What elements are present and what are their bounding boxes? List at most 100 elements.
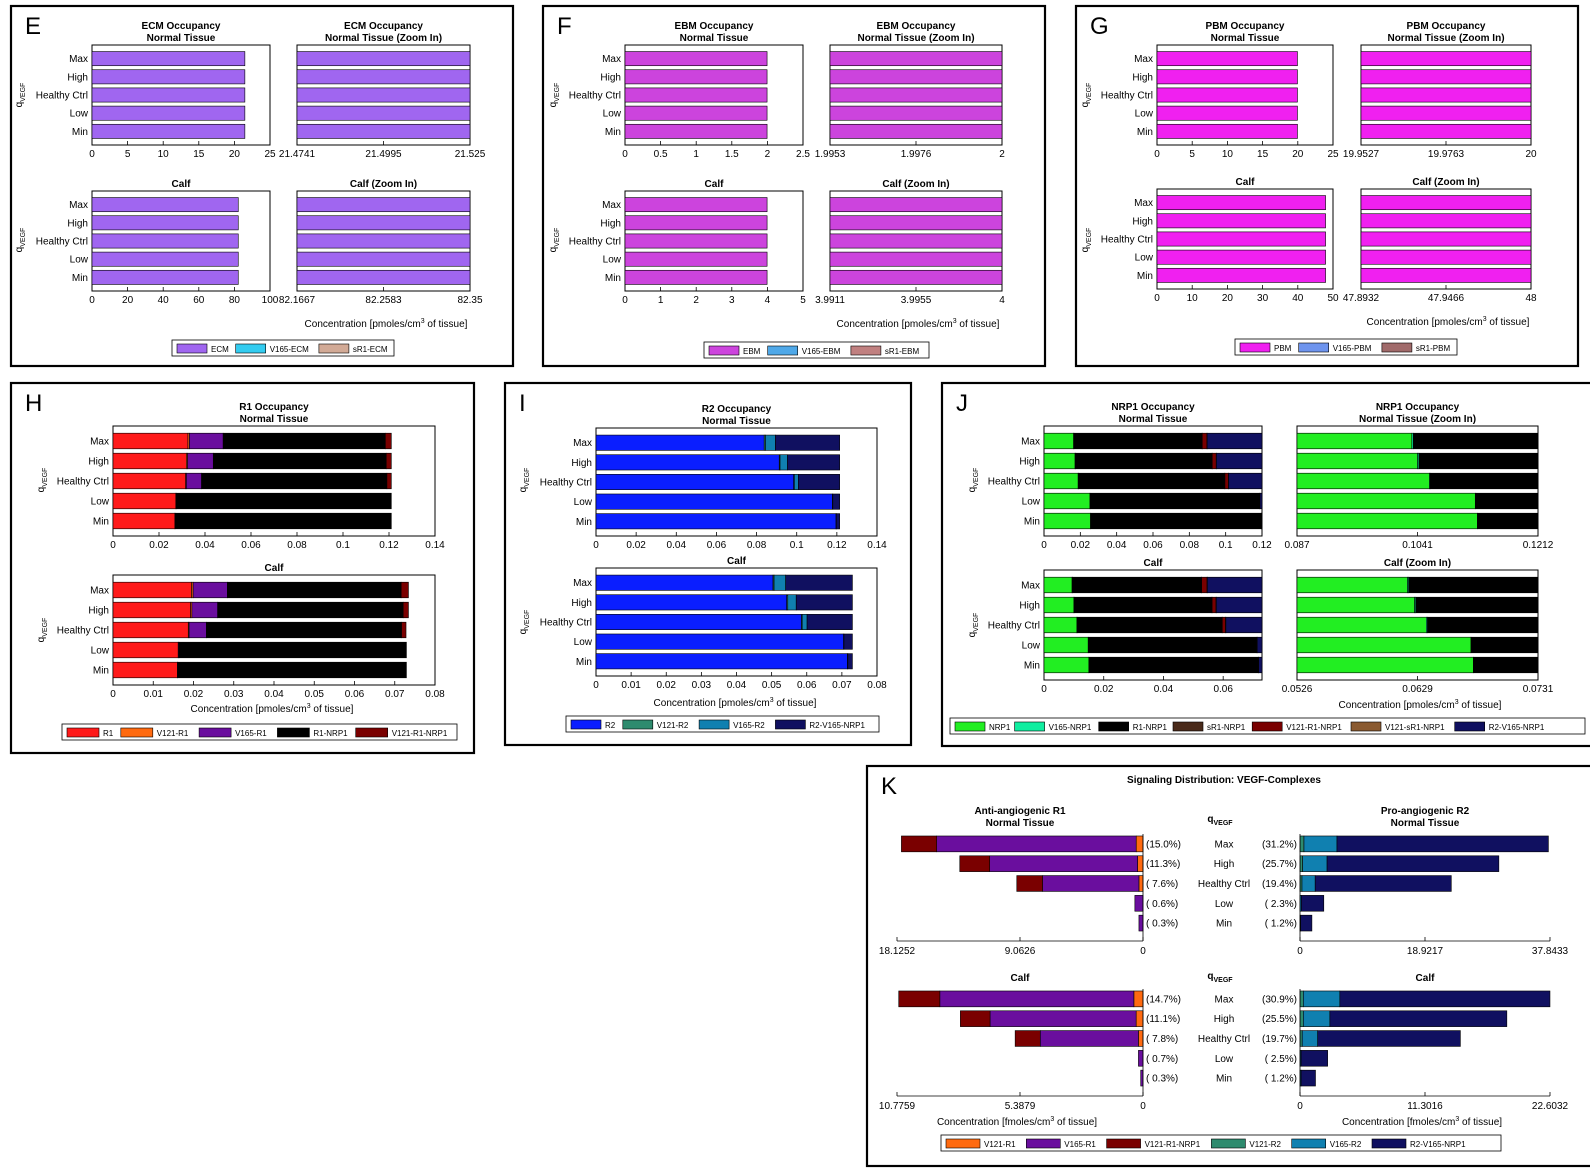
j-normal-category-label-min: Min bbox=[1024, 517, 1040, 528]
k-r1-normal-bar-v121-r1-max bbox=[1135, 835, 1144, 853]
j-normal-bar-r2-v165-nrp1-healthy-ctrl bbox=[1228, 472, 1263, 490]
k-r2-normal-bar-v165-r2-high bbox=[1302, 855, 1328, 872]
h-normal: Max High Healthy Ctrl Low Min 0 0.02 0.04 0.06 0.… bbox=[57, 402, 445, 551]
h-calf-bar-r1-max bbox=[112, 581, 192, 599]
i-calf-category-label-low: Low bbox=[574, 637, 593, 648]
g-calf-category-label-min: Min bbox=[1137, 271, 1153, 282]
g-normal-zoom-x-tick-label: 19.9763 bbox=[1428, 149, 1465, 160]
k-r1-normal-percent-high: (11.3%) bbox=[1146, 859, 1180, 870]
k-r1-normal-bar-v165-r1-high bbox=[989, 855, 1138, 872]
legend-label-r1: R1 bbox=[103, 729, 114, 738]
h-normal-bar-r1-nrp1-high bbox=[212, 452, 387, 470]
i-calf-x-tick-label: 0.04 bbox=[727, 680, 747, 691]
legend-swatch-ebm bbox=[708, 345, 740, 356]
i-calf-title: Calf bbox=[727, 556, 747, 567]
j-normal-bar-nrp1-healthy-ctrl bbox=[1043, 472, 1079, 490]
i-calf-bar-r2-v165-nrp1-healthy-ctrl bbox=[806, 614, 853, 630]
j-calf-x-tick-label: 0.06 bbox=[1213, 684, 1233, 695]
k-r1-normal-bar-v121-r1-healthy-ctrl bbox=[1138, 875, 1144, 892]
h-calf-x-tick-label: 0.02 bbox=[184, 689, 204, 700]
f-normal-bar-ebm-min bbox=[624, 123, 768, 139]
e-normal-bar-ecm-healthy-ctrl bbox=[91, 87, 246, 103]
legend-swatch-v165-nrp1 bbox=[1014, 721, 1045, 732]
i-normal-bar-r2-min bbox=[595, 513, 837, 530]
h-calf-category-label-high: High bbox=[88, 606, 109, 617]
j-normal-zoom-bar-r1-nrp1-max bbox=[1412, 432, 1539, 450]
e-calf-x-tick-label: 100 bbox=[262, 295, 279, 306]
legend-label-v165-ecm: V165-ECM bbox=[270, 345, 309, 354]
f-calf-category-label-min: Min bbox=[605, 273, 621, 284]
legend-swatch-sr1-nrp1 bbox=[1172, 721, 1204, 732]
j-calf-category-label-high: High bbox=[1019, 601, 1040, 612]
j-normal-zoom-bar-nrp1-min bbox=[1296, 512, 1478, 530]
j-calf-zoom-x-tick-label: 0.0629 bbox=[1402, 684, 1433, 695]
h-calf-y-axis-label: qVEGF bbox=[36, 618, 49, 643]
f-calf-x-tick-label: 3 bbox=[729, 295, 735, 306]
i-calf-x-tick-label: 0 bbox=[593, 680, 599, 691]
g-calf-title: Calf bbox=[1236, 177, 1256, 188]
e-normal-zoom-x-tick-label: 21.4995 bbox=[365, 149, 402, 160]
i-x-axis-label: Concentration [pmoles/cm3 of tissue] bbox=[654, 697, 817, 709]
j-normal-bar-nrp1-max bbox=[1043, 432, 1074, 450]
f-normal-x-tick-label: 0 bbox=[622, 149, 628, 160]
f-normal-y-axis-label: qVEGF bbox=[548, 83, 561, 108]
k-r1-normal-bar-v165-r1-min bbox=[1138, 914, 1144, 932]
j-calf-category-label-min: Min bbox=[1024, 661, 1040, 672]
g-calf-zoom-bar-pbm-low bbox=[1360, 249, 1532, 265]
j-normal-x-tick-label: 0.02 bbox=[1071, 540, 1091, 551]
legend-label-v121-r1-nrp1: V121-R1-NRP1 bbox=[1286, 723, 1342, 732]
f-calf-x-tick-label: 5 bbox=[800, 295, 806, 306]
j-calf-zoom-bar-r1-nrp1-low bbox=[1470, 636, 1539, 654]
legend-swatch-v121-r1-nrp1 bbox=[1251, 721, 1283, 732]
panel-e-frame bbox=[9, 4, 515, 368]
f-normal-category-label-low: Low bbox=[603, 109, 622, 120]
j-calf-category-label-max: Max bbox=[1021, 581, 1040, 592]
j-calf-bar-nrp1-healthy-ctrl bbox=[1043, 616, 1078, 634]
k-r2-normal-bar-v165-r2-healthy-ctrl bbox=[1301, 875, 1316, 892]
g-calf-zoom-bar-pbm-max bbox=[1360, 195, 1532, 211]
g-normal-x-tick-label: 25 bbox=[1327, 149, 1339, 160]
k-r1-calf-percent-high: (11.1%) bbox=[1146, 1014, 1180, 1025]
k-r2-calf-percent-healthy-ctrl: (19.7%) bbox=[1262, 1034, 1297, 1045]
e-calf-title: Calf bbox=[172, 179, 192, 190]
k-r2-calf-category-low: Low bbox=[1215, 1054, 1234, 1065]
h-calf-category-label-max: Max bbox=[90, 586, 109, 597]
j-calf-zoom-bar-nrp1-high bbox=[1296, 596, 1415, 614]
j-calf-zoom-x-tick-label: 0.0526 bbox=[1282, 684, 1313, 695]
e-normal-x-tick-label: 20 bbox=[229, 149, 241, 160]
e-normal-category-label-healthy-ctrl: Healthy Ctrl bbox=[36, 91, 88, 102]
j-calf-bar-v121-r1-nrp1-max bbox=[1201, 576, 1208, 594]
g-normal-bar-pbm-min bbox=[1156, 123, 1298, 139]
k-r2-normal-bar-r2-v165-nrp1-low bbox=[1301, 895, 1325, 912]
g-normal-x-tick-label: 20 bbox=[1292, 149, 1304, 160]
k-r2-normal: (31.2%) Max (25.7%) High (19.4%) Healthy Ctrl… bbox=[1198, 806, 1569, 957]
k-r1-calf-bar-v121-r1-nrp1-healthy-ctrl bbox=[1014, 1030, 1041, 1047]
e-calf-zoom: 82.1667 82.2583 82.35 Calf (Zoom In) bbox=[279, 179, 483, 306]
f-calf-category-label-max: Max bbox=[602, 200, 621, 211]
k-r1-normal-bar-v165-r1-max bbox=[936, 835, 1137, 853]
i-normal-bar-r2-v165-nrp1-low bbox=[832, 493, 840, 510]
f-calf-y-axis-label: qVEGF bbox=[548, 228, 561, 253]
panel-g-letter: G bbox=[1090, 13, 1109, 40]
j-normal-zoom-bar-r1-nrp1-healthy-ctrl bbox=[1429, 472, 1539, 490]
i-normal-category-label-healthy-ctrl: Healthy Ctrl bbox=[540, 478, 592, 489]
k-r1-calf-percent-low: ( 0.7%) bbox=[1146, 1054, 1178, 1065]
j-calf-bar-v121-r1-nrp1-high bbox=[1211, 596, 1217, 614]
k-r2-normal-subtitle: Normal Tissue bbox=[1391, 818, 1460, 829]
g-normal-subtitle: Normal Tissue bbox=[1211, 33, 1280, 44]
j-calf-bar-r2-v165-nrp1-max bbox=[1207, 576, 1263, 594]
e-normal-zoom-bar-ecm-max bbox=[296, 51, 471, 67]
g-normal-zoom-x-tick-label: 20 bbox=[1525, 149, 1537, 160]
h-normal-bar-r1-healthy-ctrl bbox=[112, 472, 186, 490]
legend-label-sr1-ebm: sR1-EBM bbox=[885, 347, 920, 356]
j-calf-bar-r2-v165-nrp1-high bbox=[1216, 596, 1263, 614]
j-normal-bar-r2-v165-nrp1-max bbox=[1206, 432, 1263, 450]
legend-swatch-v165-r2 bbox=[1291, 1138, 1326, 1149]
h-normal-bar-r1-nrp1-min bbox=[174, 512, 392, 530]
k-r1-calf-bar-v121-r1-max bbox=[1133, 990, 1144, 1008]
h-normal-category-label-healthy-ctrl: Healthy Ctrl bbox=[57, 477, 109, 488]
e-calf-zoom-title: Calf (Zoom In) bbox=[350, 179, 417, 190]
k-r2-normal-category-high: High bbox=[1214, 859, 1235, 870]
